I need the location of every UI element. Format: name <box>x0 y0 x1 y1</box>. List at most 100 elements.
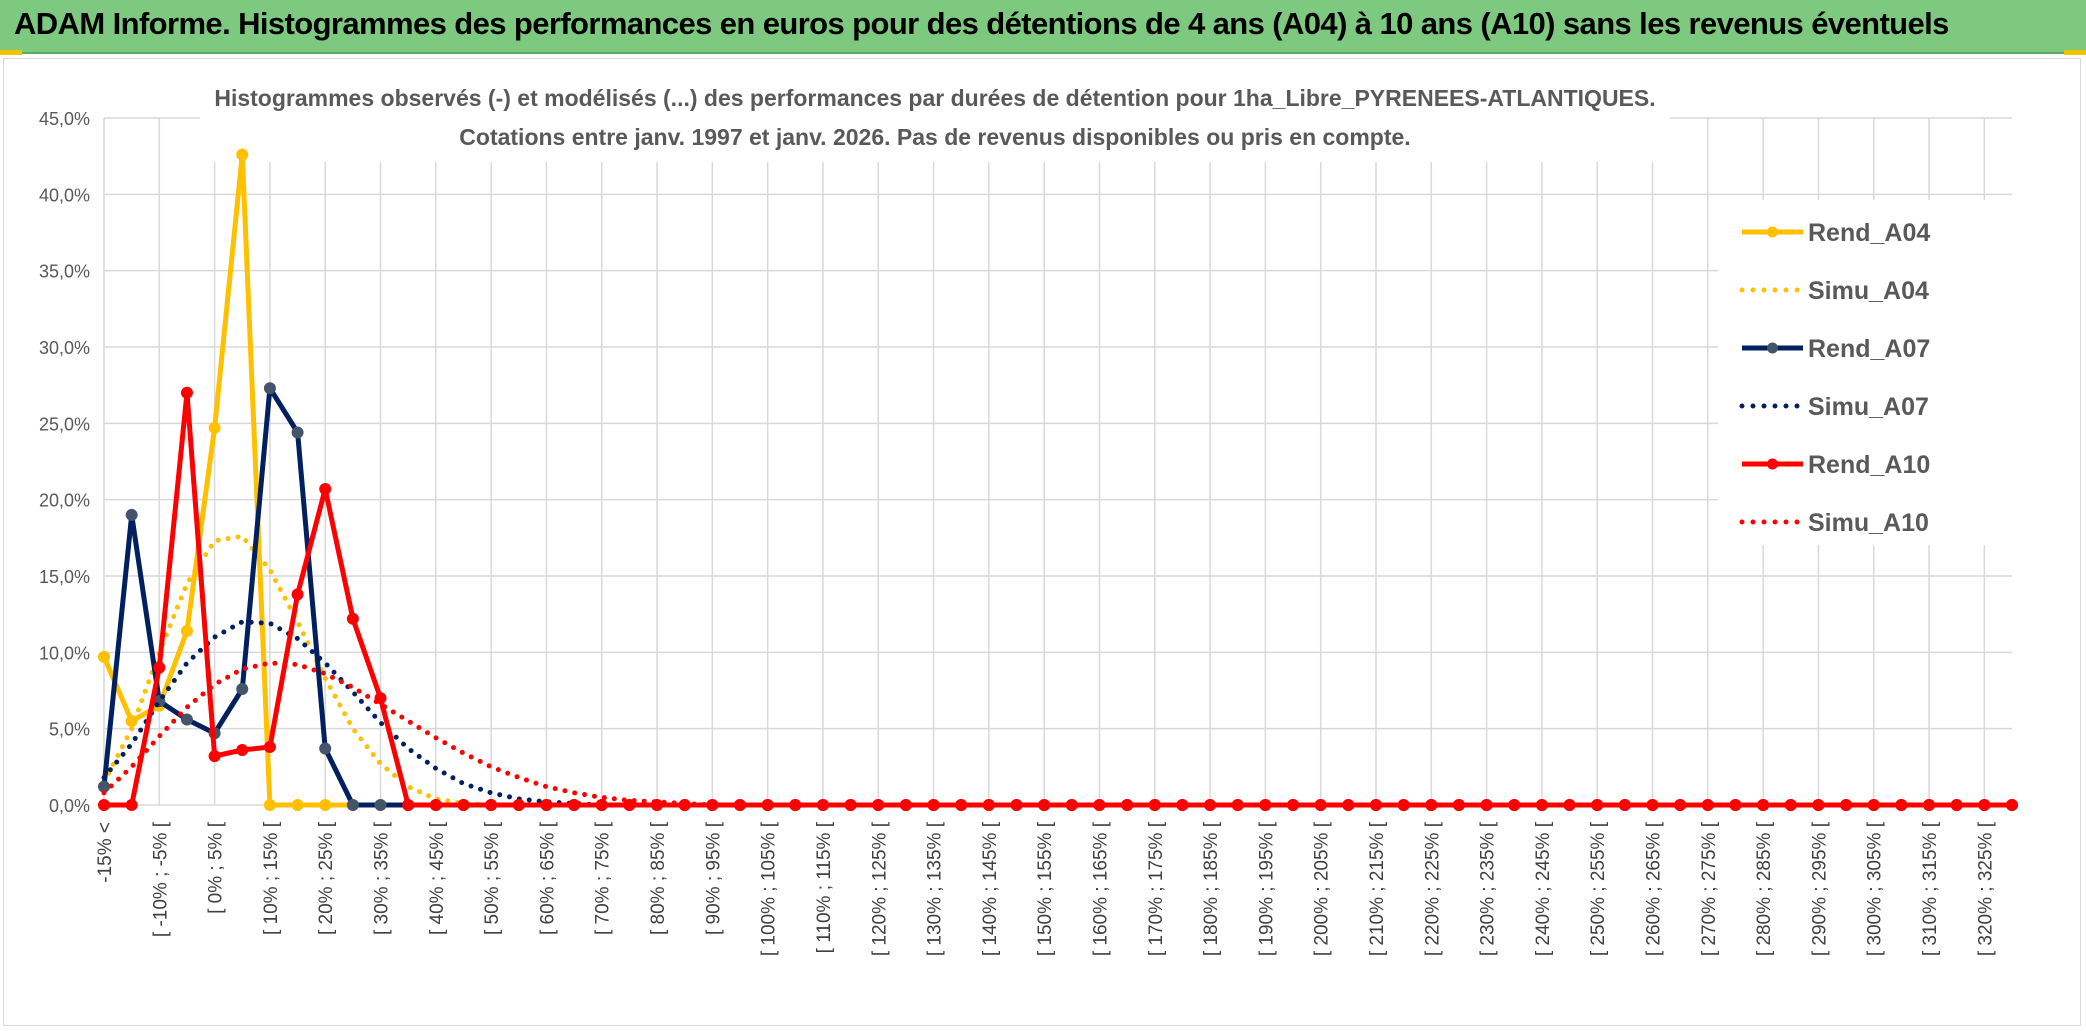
x-tick-label: [ 170% ; 175% [ <box>1146 821 1167 956</box>
x-tick-label: [ 260% ; 265% [ <box>1644 821 1665 956</box>
data-point-rend-a04 <box>98 650 110 663</box>
x-tick-label: -15% < <box>95 822 116 883</box>
data-point-rend-a10 <box>2006 799 2018 811</box>
legend-label-simu-a10: Simu_A10 <box>1808 509 1929 537</box>
data-point-rend-a07 <box>319 742 332 755</box>
legend-marker-rend-a07 <box>1767 342 1778 354</box>
x-tick-label: [ 90% ; 95% [ <box>703 821 724 935</box>
data-point-rend-a10 <box>429 799 442 811</box>
data-point-rend-a10 <box>623 799 636 811</box>
data-point-rend-a07 <box>291 426 304 439</box>
data-point-rend-a07 <box>346 799 359 811</box>
legend-marker-rend-a10 <box>1767 458 1778 470</box>
y-tick-label: 10,0% <box>39 643 90 663</box>
data-point-rend-a10 <box>485 799 498 811</box>
legend: Rend_A04 Simu_A04 Rend_A07 Simu_A07 Rend_A10… <box>1718 200 2018 545</box>
x-tick-label: [ 270% ; 275% [ <box>1699 821 1720 956</box>
chart-title: Histogrammes observés (-) et modélisés (… <box>214 85 1655 111</box>
x-tick-label: [ 100% ; 105% [ <box>759 821 780 956</box>
data-point-rend-a07 <box>374 799 387 811</box>
data-point-rend-a10 <box>595 799 608 811</box>
data-point-rend-a10 <box>568 799 581 811</box>
legend-marker-rend-a04 <box>1767 226 1778 238</box>
data-point-rend-a10 <box>236 744 249 757</box>
series-layer <box>98 148 2018 811</box>
legend-label-rend-a04: Rend_A04 <box>1808 219 1930 247</box>
title-background <box>200 74 1670 162</box>
x-tick-label: [ 290% ; 295% [ <box>1809 821 1830 956</box>
x-tick-label: [ 210% ; 215% [ <box>1367 821 1388 956</box>
chart-subtitle: Cotations entre janv. 1997 et janv. 2026… <box>459 124 1410 150</box>
data-point-rend-a04 <box>263 799 276 811</box>
y-tick-label: 15,0% <box>39 567 90 587</box>
x-tick-label: [ 230% ; 235% [ <box>1478 821 1499 956</box>
chart-frame <box>3 58 2081 1026</box>
x-tick-label: [ 120% ; 125% [ <box>869 821 890 956</box>
data-point-rend-a04 <box>291 799 304 811</box>
y-tick-label: 45,0% <box>39 109 90 129</box>
data-point-rend-a04 <box>180 624 193 637</box>
data-point-rend-a07 <box>125 508 138 521</box>
x-tick-label: [ 250% ; 255% [ <box>1588 821 1609 956</box>
x-tick-label: [ 80% ; 85% [ <box>648 821 669 935</box>
y-tick-label: 35,0% <box>39 262 90 282</box>
data-point-rend-a07 <box>180 713 193 726</box>
series-line-simu-a10 <box>101 660 2015 808</box>
x-tick-label: [ 20% ; 25% [ <box>316 821 337 935</box>
data-point-rend-a10 <box>402 799 415 811</box>
data-point-rend-a04 <box>319 799 332 811</box>
report-title: ADAM Informe. Histogrammes des performan… <box>14 6 1949 41</box>
report-banner: ADAM Informe. Histogrammes des performan… <box>0 0 2086 54</box>
x-tick-label: [ 130% ; 135% [ <box>925 821 946 956</box>
x-tick-label: [ 110% ; 115% [ <box>814 821 835 953</box>
x-tick-label: [ 180% ; 185% [ <box>1201 821 1222 956</box>
x-tick-label: [ 70% ; 75% [ <box>593 821 614 935</box>
data-point-rend-a10 <box>319 482 332 495</box>
series-line-simu-a07 <box>101 619 2015 808</box>
corner-mark-left <box>0 50 22 55</box>
y-tick-label: 25,0% <box>39 414 90 434</box>
data-point-rend-a04 <box>208 421 221 434</box>
legend-label-simu-a04: Simu_A04 <box>1808 277 1929 305</box>
y-tick-label: 30,0% <box>39 338 90 358</box>
data-point-rend-a07 <box>263 382 276 395</box>
x-tick-label: [ 30% ; 35% [ <box>372 821 393 935</box>
data-point-rend-a10 <box>208 750 221 763</box>
data-point-rend-a10 <box>153 661 166 674</box>
data-point-rend-a10 <box>125 799 138 811</box>
x-tick-label: [ 300% ; 305% [ <box>1865 821 1886 956</box>
x-tick-label: [ 320% ; 325% [ <box>1975 821 1996 956</box>
y-tick-label: 0,0% <box>49 796 90 816</box>
x-tick-label: [ 160% ; 165% [ <box>1090 821 1111 956</box>
x-tick-label: [ -10% ; -5% [ <box>150 821 171 937</box>
data-point-rend-a10 <box>98 799 110 811</box>
x-tick-label: [ 280% ; 285% [ <box>1754 821 1775 956</box>
x-tick-label: [ 60% ; 65% [ <box>537 821 558 935</box>
corner-mark-right <box>2064 50 2086 55</box>
x-tick-label: [ 200% ; 205% [ <box>1312 821 1333 956</box>
title-layer: Histogrammes observés (-) et modélisés (… <box>200 74 1670 162</box>
legend-label-rend-a07: Rend_A07 <box>1808 335 1930 363</box>
x-tick-label: [ 0% ; 5% [ <box>206 821 227 914</box>
data-point-rend-a10 <box>291 588 304 601</box>
x-tick-label: [ 190% ; 195% [ <box>1256 821 1277 956</box>
x-tick-label: [ 220% ; 225% [ <box>1422 821 1443 956</box>
data-point-rend-a10 <box>457 799 470 811</box>
y-tick-label: 5,0% <box>49 720 90 740</box>
x-tick-label: [ 150% ; 155% [ <box>1035 821 1056 956</box>
data-point-rend-a10 <box>263 740 276 753</box>
x-tick-label: [ 240% ; 245% [ <box>1533 821 1554 956</box>
data-point-rend-a04 <box>236 148 249 161</box>
legend-label-simu-a07: Simu_A07 <box>1808 393 1929 421</box>
x-tick-label: [ 50% ; 55% [ <box>482 821 503 935</box>
data-point-rend-a07 <box>236 682 249 695</box>
x-tick-label: [ 10% ; 15% [ <box>261 821 282 935</box>
data-point-rend-a10 <box>540 799 553 811</box>
x-tick-label: [ 310% ; 315% [ <box>1920 821 1941 956</box>
axis-layer: 0,0% 5,0% 10,0% 15,0% 20,0% 25,0% 30,0% 35,0% 40… <box>39 109 1996 956</box>
legend-background <box>1718 200 2018 545</box>
legend-label-rend-a10: Rend_A10 <box>1808 451 1930 479</box>
x-tick-label: [ 140% ; 145% [ <box>980 821 1001 956</box>
y-tick-label: 20,0% <box>39 491 90 511</box>
